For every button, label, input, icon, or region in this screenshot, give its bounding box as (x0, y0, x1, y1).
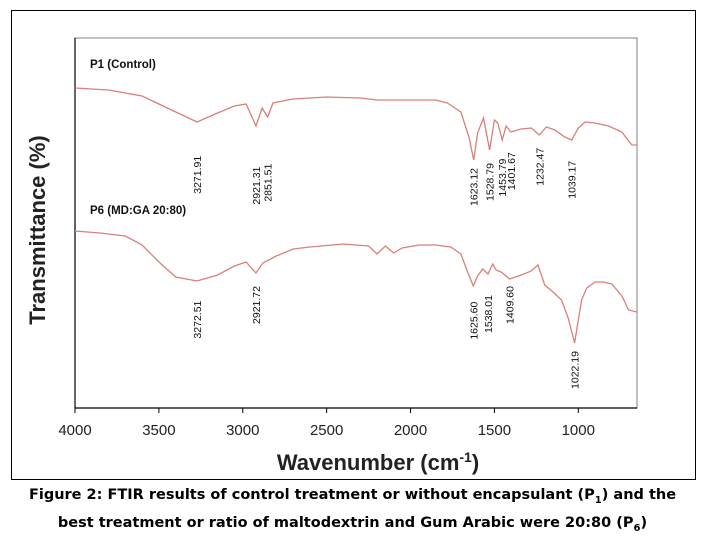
peak-label: 1039.17 (567, 161, 579, 199)
caption-line-1: Figure 2: FTIR results of control treatm… (28, 487, 677, 506)
x-tick-label: 4000 (58, 422, 91, 439)
x-tick-label: 2500 (310, 422, 343, 439)
series-line (74, 87, 637, 161)
peak-label: 1625.60 (468, 302, 480, 340)
peak-label: 1409.60 (505, 286, 517, 324)
peak-label: 1528.79 (485, 163, 497, 201)
x-tick-label: 3500 (142, 422, 175, 439)
figure-caption: Figure 2: FTIR results of control treatm… (0, 484, 705, 540)
x-tick-label: 1000 (562, 422, 595, 439)
x-tick-label: 1500 (478, 422, 511, 439)
peak-label: 2921.72 (251, 286, 263, 324)
peak-label: 1232.47 (534, 148, 546, 186)
series-name-label: P6 (MD:GA 20:80) (90, 205, 186, 217)
peak-label: 1022.19 (570, 351, 582, 389)
y-axis-label: Transmittance (%) (25, 135, 50, 325)
peak-label: 2921.31 (251, 166, 263, 204)
figure-frame (11, 10, 696, 480)
peak-label: 3272.51 (192, 300, 204, 338)
series-name-label: P1 (Control) (90, 59, 156, 71)
x-tick-label: 2000 (394, 422, 427, 439)
peak-label: 2851.51 (263, 164, 275, 202)
caption-line-2: best treatment or ratio of maltodextrin … (57, 514, 648, 534)
peak-label: 1538.01 (483, 295, 495, 333)
series-line (74, 230, 638, 344)
peak-label: 1453.79 (497, 158, 509, 196)
peak-label: 1401.67 (506, 152, 518, 190)
x-axis-label: Wavenumber (cm-1) (277, 449, 479, 475)
peak-label: 1623.12 (469, 168, 481, 206)
peak-label: 3271.91 (192, 156, 204, 194)
x-tick-label: 3000 (226, 422, 259, 439)
plot-border (74, 37, 638, 409)
